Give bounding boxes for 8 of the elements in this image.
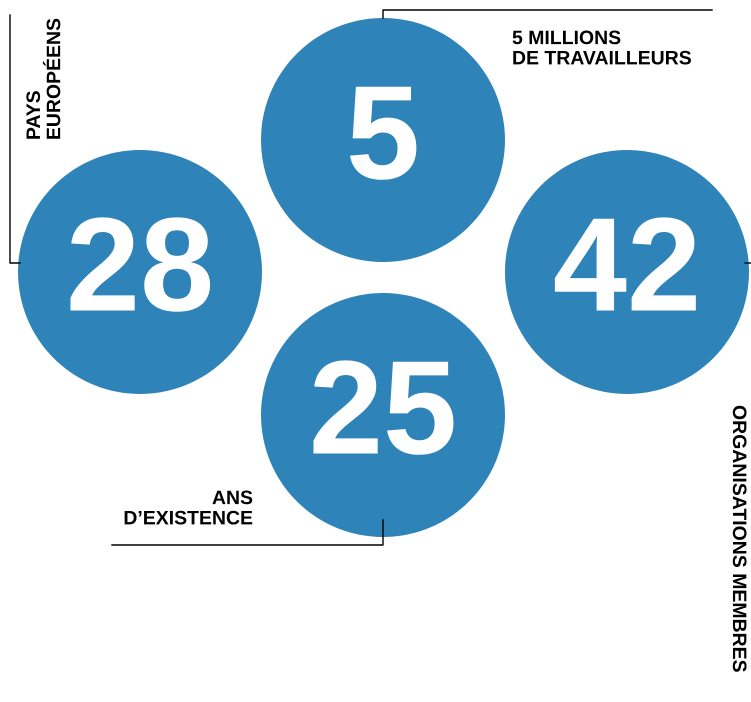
category-label: ORGANISATIONS MEMBRES bbox=[732, 406, 747, 672]
data-label: 25 bbox=[313, 360, 454, 455]
data-label: 28 bbox=[70, 217, 210, 312]
data-label: 5 bbox=[350, 86, 416, 180]
category-label: 5 MILLIONS DE TRAVAILLEURS bbox=[512, 30, 691, 65]
data-label: 42 bbox=[554, 217, 696, 310]
category-label: ANS D’EXISTENCE bbox=[124, 490, 252, 525]
category-label: PAYS EUROPÉENS bbox=[26, 18, 60, 139]
